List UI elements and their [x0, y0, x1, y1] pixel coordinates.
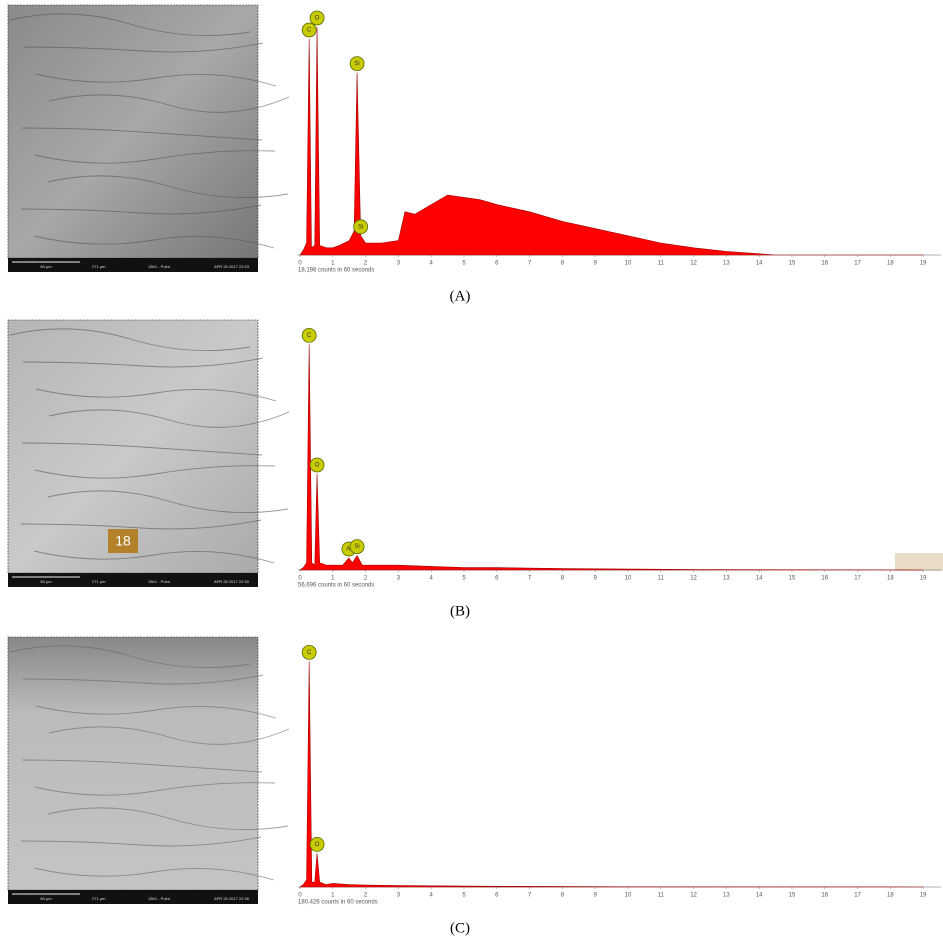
x-tick-label: 6 [495, 893, 499, 899]
peak-label: O [315, 463, 320, 469]
sem-scale: 80 µm [40, 896, 52, 901]
x-tick-label: 2 [364, 261, 368, 267]
x-tick-label: 19 [920, 576, 927, 582]
x-tick-label: 4 [430, 893, 434, 899]
x-tick-label: 12 [690, 576, 697, 582]
x-tick-label: 14 [756, 261, 763, 267]
sem-field: 271 µm [92, 896, 106, 901]
peak-label: C [307, 650, 312, 656]
x-tick-label: 4 [430, 576, 434, 582]
sem-date: APR 26 2017 22:53 [214, 264, 250, 269]
sem-date: APR 26 2017 22:36 [214, 896, 250, 901]
x-tick-label: 18 [887, 261, 894, 267]
x-tick-label: 15 [789, 576, 796, 582]
x-tick-label: 2 [364, 576, 368, 582]
x-tick-label: 10 [625, 576, 632, 582]
x-tick-label: 2 [364, 893, 368, 899]
peak-label: O [315, 16, 320, 22]
peak-label: C [307, 28, 312, 34]
sem-mode: 15kV - Point [148, 896, 171, 901]
badge: 18 [115, 533, 131, 549]
x-tick-label: 3 [397, 893, 401, 899]
x-tick-label: 19 [920, 893, 927, 899]
sem-scale: 80 µm [40, 579, 52, 584]
x-tick-label: 1 [331, 261, 335, 267]
spectrum-area [300, 344, 923, 570]
counts-label: 180,426 counts in 60 seconds [298, 900, 378, 906]
x-tick-label: 10 [625, 893, 632, 899]
sem-scale: 80 µm [40, 264, 52, 269]
x-tick-label: 17 [854, 261, 861, 267]
badge-strip [895, 553, 943, 571]
sem-mode: 15kV - Point [148, 579, 171, 584]
x-tick-label: 0 [298, 893, 302, 899]
spectrum-area [300, 27, 923, 255]
x-tick-label: 9 [594, 576, 598, 582]
x-tick-label: 13 [723, 261, 730, 267]
x-tick-label: 1 [331, 576, 335, 582]
x-tick-label: 14 [756, 893, 763, 899]
spectrum-area [300, 661, 923, 887]
x-tick-label: 8 [561, 261, 565, 267]
x-tick-label: 10 [625, 261, 632, 267]
panel-label: (A) [450, 288, 471, 304]
counts-label: 18,198 counts in 60 seconds [298, 268, 374, 274]
sem-mode: 15kV - Point [148, 264, 171, 269]
x-tick-label: 0 [298, 576, 302, 582]
x-tick-label: 9 [594, 261, 598, 267]
x-tick-label: 17 [854, 576, 861, 582]
peak-label: O [315, 842, 320, 848]
x-tick-label: 8 [561, 893, 565, 899]
x-tick-label: 16 [821, 576, 828, 582]
x-tick-label: 1 [331, 893, 335, 899]
x-tick-label: 7 [528, 893, 532, 899]
x-tick-label: 11 [658, 893, 665, 899]
peak-label: Si [358, 224, 363, 230]
x-tick-label: 11 [658, 576, 665, 582]
x-tick-label: 9 [594, 893, 598, 899]
x-tick-label: 5 [462, 261, 466, 267]
peak-label: C [307, 333, 312, 339]
x-tick-label: 13 [723, 576, 730, 582]
counts-label: 56,696 counts in 60 seconds [298, 583, 374, 589]
peak-label: Si [354, 544, 359, 550]
x-tick-label: 18 [887, 893, 894, 899]
x-tick-label: 12 [690, 261, 697, 267]
x-tick-label: 5 [462, 576, 466, 582]
x-tick-label: 3 [397, 576, 401, 582]
x-tick-label: 8 [561, 576, 565, 582]
x-tick-label: 6 [495, 576, 499, 582]
x-tick-label: 14 [756, 576, 763, 582]
x-tick-label: 16 [821, 261, 828, 267]
sem-field: 271 µm [92, 264, 106, 269]
x-tick-label: 11 [658, 261, 665, 267]
x-tick-label: 15 [789, 261, 796, 267]
x-tick-label: 7 [528, 576, 532, 582]
x-tick-label: 13 [723, 893, 730, 899]
x-tick-label: 4 [430, 261, 434, 267]
figure: 80 µm 271 µm 15kV - Point APR 26 2017 22:53… [0, 0, 943, 941]
x-tick-label: 6 [495, 261, 499, 267]
x-tick-label: 18 [887, 576, 894, 582]
x-tick-label: 19 [920, 261, 927, 267]
x-tick-label: 5 [462, 893, 466, 899]
sem-date: APR 26 2017 22:50 [214, 579, 250, 584]
x-tick-label: 12 [690, 893, 697, 899]
panel-label: (B) [450, 603, 470, 619]
x-tick-label: 15 [789, 893, 796, 899]
x-tick-label: 16 [821, 893, 828, 899]
sem-field: 271 µm [92, 579, 106, 584]
x-tick-label: 7 [528, 261, 532, 267]
peak-label: Si [354, 61, 359, 67]
x-tick-label: 3 [397, 261, 401, 267]
x-tick-label: 0 [298, 261, 302, 267]
x-tick-label: 17 [854, 893, 861, 899]
panel-label: (C) [450, 920, 470, 936]
